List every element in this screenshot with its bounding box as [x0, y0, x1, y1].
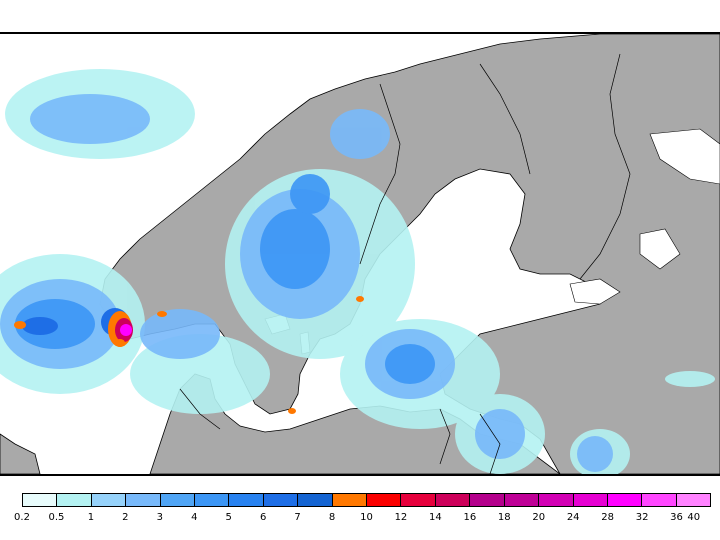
legend-label: 24	[566, 512, 580, 523]
legend-label: 14	[429, 512, 442, 523]
legend-swatch	[642, 494, 677, 506]
legend-label: 7	[294, 512, 301, 523]
legend-label: 20	[532, 512, 546, 523]
legend-swatch	[573, 494, 608, 506]
land-britain	[0, 433, 41, 474]
legend-swatch	[470, 494, 505, 506]
legend-swatch	[126, 494, 161, 506]
legend-label: 36	[670, 512, 683, 523]
legend-swatch	[195, 494, 230, 506]
legend-swatch	[607, 494, 643, 506]
precip-extreme	[14, 296, 364, 414]
legend-swatch	[91, 494, 127, 506]
legend-swatch	[676, 494, 711, 506]
legend-label: 12	[394, 512, 408, 523]
legend-label: 2	[122, 512, 129, 523]
legend-label: 32	[635, 512, 649, 523]
legend-label: 4	[191, 512, 198, 523]
legend-labels: 0.2 0.5 1 2 3 4 5 6 7 8 10 12 14 16 18 20 24 28 32 36 40	[0, 512, 720, 526]
legend-swatch	[57, 494, 92, 506]
legend-swatch	[263, 494, 299, 506]
legend-swatch	[160, 494, 196, 506]
legend-swatch	[367, 494, 402, 506]
precip-heavy	[15, 174, 435, 384]
legend-swatch	[23, 494, 58, 506]
legend-swatch	[229, 494, 264, 506]
legend-swatch	[298, 494, 333, 506]
legend-label: 3	[156, 512, 163, 523]
legend-swatch	[401, 494, 436, 506]
legend-swatch	[504, 494, 540, 506]
legend-label: 8	[328, 512, 336, 523]
lake-onega	[639, 228, 681, 270]
precipitation-map	[0, 32, 720, 476]
legend-label: 0.2	[14, 512, 30, 523]
country-borders	[179, 53, 631, 474]
legend-swatch	[539, 494, 574, 506]
legend-swatch	[332, 494, 368, 506]
legend-label: 28	[601, 512, 615, 523]
legend-label: 16	[463, 512, 477, 523]
lake-ladoga	[569, 278, 621, 305]
legend-swatch	[435, 494, 471, 506]
legend-label: 6	[259, 512, 267, 523]
legend-label: 40	[687, 512, 701, 523]
legend-label: 0.5	[48, 512, 65, 523]
legend-label: 18	[497, 512, 511, 523]
legend-label: 1	[87, 512, 95, 523]
map-svg	[0, 34, 720, 474]
lake-white-sea	[649, 128, 720, 185]
legend-label: 5	[225, 512, 232, 523]
legend-label: 10	[360, 512, 373, 523]
legend-colorbar	[22, 493, 711, 507]
